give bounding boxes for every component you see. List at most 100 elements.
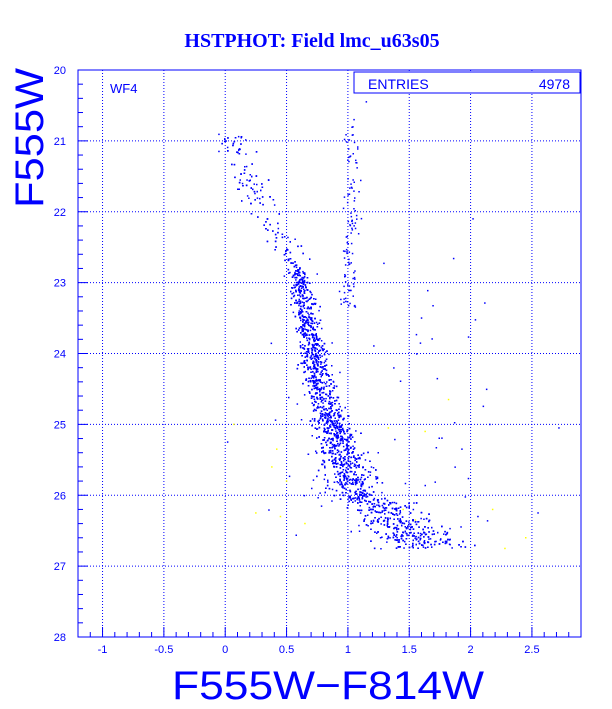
data-point (405, 506, 408, 509)
data-point (315, 386, 317, 389)
data-point (343, 138, 346, 141)
data-point (319, 492, 321, 494)
data-point (303, 324, 306, 326)
data-point (408, 523, 410, 526)
data-point (448, 543, 451, 545)
data-point (421, 544, 423, 546)
data-point (353, 190, 355, 192)
data-point (346, 201, 349, 204)
data-point (329, 416, 331, 419)
data-point (312, 344, 314, 346)
data-point (295, 291, 297, 293)
data-point (307, 306, 309, 308)
data-point (340, 435, 342, 437)
data-point (326, 381, 328, 383)
data-point (275, 237, 278, 239)
data-point (344, 456, 346, 458)
data-point (297, 245, 299, 248)
data-point (323, 386, 325, 388)
data-point (349, 489, 351, 492)
data-point (355, 466, 358, 469)
data-point (347, 498, 349, 501)
data-point (376, 482, 378, 484)
data-point (317, 339, 319, 341)
data-point (236, 151, 238, 153)
data-point (315, 369, 318, 371)
data-point (332, 439, 334, 442)
data-point (342, 494, 345, 497)
data-point (375, 478, 377, 480)
data-point (317, 403, 320, 405)
data-point (359, 488, 362, 490)
data-point (329, 393, 331, 396)
data-point (432, 305, 434, 307)
data-point (428, 519, 431, 522)
data-point (384, 513, 386, 515)
data-point (286, 248, 288, 251)
data-point (387, 535, 390, 538)
data-point (339, 432, 341, 435)
data-point (325, 441, 327, 444)
data-point (390, 512, 393, 514)
data-point (328, 353, 330, 356)
data-point (275, 246, 277, 248)
data-point (357, 479, 359, 481)
data-point (309, 316, 311, 319)
data-point (313, 337, 315, 339)
data-point (314, 355, 317, 358)
data-point (351, 451, 354, 454)
data-point (345, 297, 347, 300)
data-point (395, 539, 398, 541)
data-point (320, 414, 322, 417)
data-point (351, 479, 353, 481)
data-point (372, 506, 374, 508)
data-point (316, 396, 318, 399)
data-point (241, 200, 243, 202)
data-point (435, 447, 438, 449)
data-point (331, 404, 334, 407)
data-point (291, 293, 293, 295)
data-point (311, 375, 313, 377)
data-point (323, 478, 326, 481)
data-point (301, 344, 304, 346)
data-point (269, 196, 271, 198)
data-point (344, 250, 346, 253)
data-point (346, 439, 348, 441)
data-point (323, 460, 326, 462)
data-point (313, 361, 315, 363)
data-point (298, 310, 300, 312)
data-point (339, 478, 341, 481)
data-point (372, 508, 374, 511)
data-point (355, 464, 357, 467)
data-point (343, 479, 345, 481)
data-point (316, 475, 318, 478)
data-point (422, 544, 424, 547)
data-point (265, 228, 267, 230)
data-point (310, 358, 313, 360)
data-point (301, 276, 303, 279)
data-point (299, 267, 301, 269)
data-point (344, 281, 347, 283)
data-point (344, 449, 347, 451)
data-point (388, 504, 390, 506)
data-point (272, 199, 275, 201)
data-point (329, 396, 331, 399)
y-tick-label: 20 (54, 65, 66, 77)
data-point (347, 475, 350, 478)
data-point (353, 465, 356, 467)
data-point (307, 329, 309, 332)
data-point (314, 400, 316, 403)
data-point (355, 474, 357, 476)
data-point (350, 438, 352, 440)
data-point (349, 470, 352, 473)
data-point (355, 490, 357, 493)
data-point (294, 261, 296, 263)
data-point (295, 534, 297, 536)
data-point (294, 273, 296, 275)
data-point (334, 427, 337, 429)
data-point (378, 505, 381, 508)
data-point (218, 150, 220, 153)
data-point (331, 443, 334, 446)
data-point (442, 541, 444, 543)
data-point (347, 178, 349, 180)
